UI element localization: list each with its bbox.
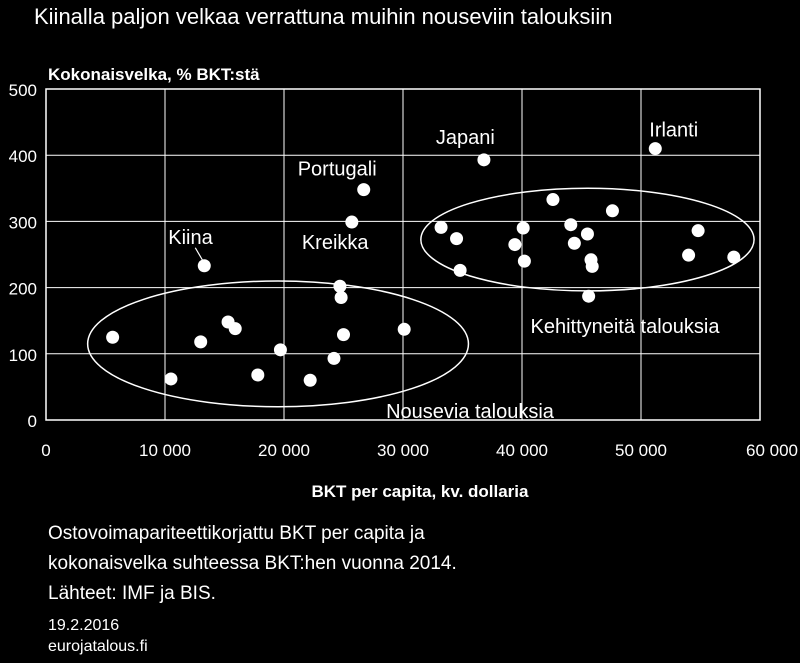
data-point: [228, 322, 242, 336]
note-line-3: Lähteet: IMF ja BIS.: [48, 583, 216, 604]
x-tick-label: 10 000: [139, 441, 191, 460]
plot-frame: [45, 88, 761, 421]
y-tick-label: 100: [9, 346, 37, 365]
data-point: [327, 351, 341, 365]
data-point: [197, 259, 211, 273]
x-tick-label: 60 000: [746, 441, 798, 460]
data-point: [357, 183, 371, 197]
annotations: Kiina Portugali Kreikka Japani Irlanti: [168, 120, 698, 261]
publish-date: 19.2.2016: [48, 617, 120, 634]
x-tick-label: 20 000: [258, 441, 310, 460]
group-label-advanced: Kehittyneitä talouksia: [530, 316, 720, 338]
data-point: [334, 291, 348, 305]
data-point: [691, 224, 705, 238]
data-point: [580, 227, 594, 241]
y-tick-labels: 0 100 200 300 400 500: [9, 81, 37, 431]
data-point: [453, 263, 467, 277]
source-site: eurojatalous.fi: [48, 638, 148, 655]
data-point: [333, 279, 347, 293]
x-tick-label: 50 000: [615, 441, 667, 460]
data-point: [303, 373, 317, 387]
data-point: [508, 238, 522, 252]
data-point: [516, 221, 530, 235]
x-tick-label: 0: [41, 441, 50, 460]
data-point: [546, 193, 560, 207]
data-point: [582, 289, 596, 303]
data-point: [517, 254, 531, 268]
data-point: [397, 322, 411, 336]
data-point: [434, 220, 448, 234]
data-point: [648, 142, 662, 156]
data-point: [682, 248, 696, 262]
annotation-label: Irlanti: [649, 120, 698, 142]
y-axis-label: Kokonaisvelka, % BKT:stä: [48, 65, 260, 84]
scatter-chart: Kiinalla paljon velkaa verrattuna muihin…: [9, 4, 798, 501]
data-point: [251, 368, 265, 382]
data-point: [585, 259, 599, 273]
data-point: [605, 204, 619, 218]
data-points: [106, 142, 741, 387]
x-tick-label: 30 000: [377, 441, 429, 460]
annotation-label: Kiina: [168, 227, 213, 249]
data-point: [564, 218, 578, 232]
x-axis-label: BKT per capita, kv. dollaria: [312, 482, 530, 501]
y-tick-label: 0: [28, 412, 37, 431]
y-tick-label: 200: [9, 280, 37, 299]
x-tick-label: 40 000: [496, 441, 548, 460]
chart-title: Kiinalla paljon velkaa verrattuna muihin…: [34, 4, 612, 29]
note-line-2: kokonaisvelka suhteessa BKT:hen vuonna 2…: [48, 553, 457, 574]
group-ellipses: Nousevia talouksia Kehittyneitä talouksia: [86, 187, 755, 423]
data-point: [345, 215, 359, 229]
data-point: [727, 250, 741, 264]
annotation-label: Japani: [436, 127, 495, 149]
data-point: [337, 328, 350, 342]
data-point: [164, 372, 178, 386]
data-point: [477, 153, 491, 167]
data-point: [273, 343, 287, 357]
data-point: [450, 232, 464, 246]
annotation-label: Portugali: [298, 159, 377, 181]
group-ellipse: [86, 280, 470, 408]
annotation-label: Kreikka: [302, 232, 370, 254]
y-tick-label: 400: [9, 147, 37, 166]
y-tick-label: 500: [9, 81, 37, 100]
data-point: [106, 330, 120, 344]
data-point: [194, 335, 208, 349]
group-label-emerging: Nousevia talouksia: [386, 401, 555, 423]
x-tick-labels: 0 10 000 20 000 30 000 40 000 50 000 60 000: [41, 441, 798, 460]
y-tick-label: 300: [9, 213, 37, 232]
data-point: [567, 236, 581, 250]
annotation-leader: [194, 247, 203, 261]
note-line-1: Ostovoimapariteettikorjattu BKT per capi…: [48, 523, 425, 544]
